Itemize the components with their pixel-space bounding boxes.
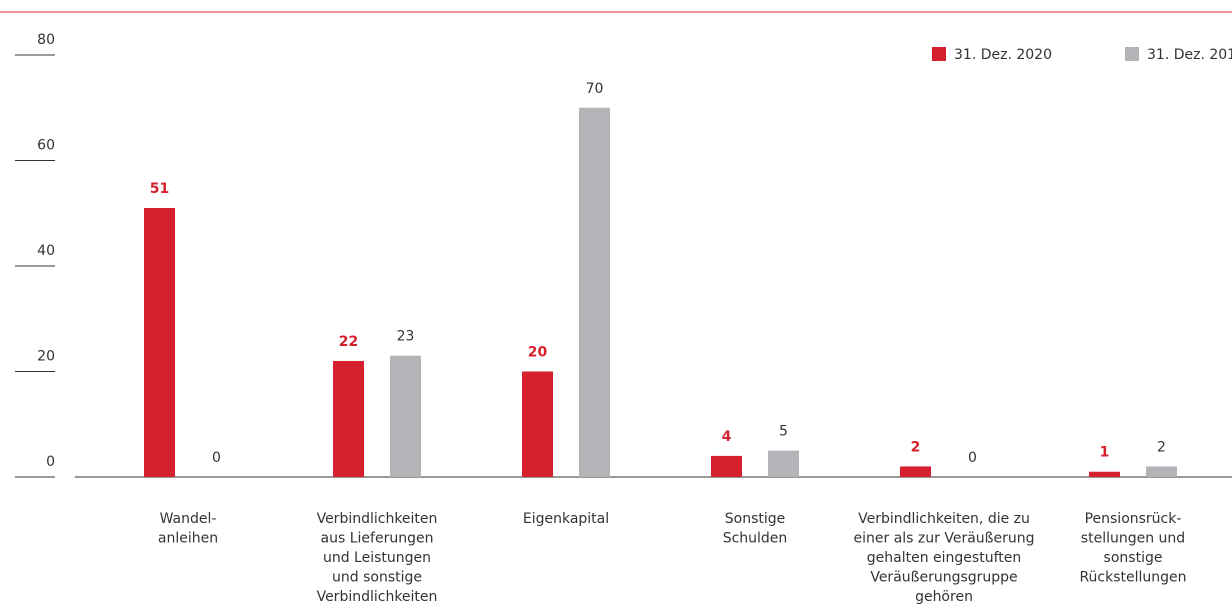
x-tick-label: Verbindlichkeiten, die zu — [858, 511, 1030, 527]
value-label: 22 — [339, 334, 358, 350]
x-tick-label: einer als zur Veräußerung — [854, 531, 1035, 547]
x-tick-label: Sonstige — [725, 511, 786, 527]
x-tick-label: Eigenkapital — [523, 511, 609, 527]
x-tick-label: Rückstellungen — [1079, 570, 1186, 586]
value-label: 0 — [968, 450, 977, 466]
value-label: 51 — [150, 181, 169, 197]
bar — [579, 107, 610, 477]
value-label: 4 — [722, 429, 732, 445]
legend-label: 31. Dez. 2019 — [1147, 47, 1232, 63]
value-label: 70 — [586, 81, 604, 97]
bar — [900, 466, 931, 477]
x-tick-label: gehören — [915, 589, 973, 605]
bar — [1146, 466, 1177, 477]
bar — [390, 355, 421, 477]
y-tick-label: 80 — [37, 32, 55, 48]
x-tick-label: gehalten eingestuften — [867, 550, 1021, 566]
value-label: 2 — [1157, 439, 1166, 455]
value-label: 1 — [1100, 445, 1110, 461]
value-label: 5 — [779, 424, 788, 440]
bar — [768, 450, 799, 477]
y-tick-label: 20 — [37, 349, 55, 365]
x-tick-label: Verbindlichkeiten — [317, 589, 438, 605]
legend-label: 31. Dez. 2020 — [954, 47, 1052, 63]
y-tick-label: 60 — [37, 138, 55, 154]
value-label: 0 — [212, 450, 221, 466]
x-tick-label: aus Lieferungen — [321, 531, 434, 547]
x-tick-label: Verbindlichkeiten — [317, 511, 438, 527]
bar — [1089, 471, 1120, 477]
x-tick-label: Veräußerungsgruppe — [870, 570, 1017, 586]
x-tick-label: Schulden — [723, 531, 788, 547]
bar — [711, 455, 742, 477]
legend-swatch — [1125, 47, 1139, 61]
bar — [333, 360, 364, 477]
x-tick-label: stellungen und — [1081, 531, 1185, 547]
value-label: 23 — [397, 329, 415, 345]
value-label: 20 — [528, 345, 548, 361]
x-tick-label: Pensionsrück- — [1085, 511, 1182, 527]
y-tick-label: 40 — [37, 243, 55, 259]
bar — [522, 371, 553, 477]
x-tick-label: und Leistungen — [323, 550, 431, 566]
value-label: 2 — [911, 439, 921, 455]
x-tick-label: und sonstige — [332, 570, 422, 586]
bar — [144, 207, 175, 477]
x-tick-label: sonstige — [1104, 550, 1163, 566]
y-tick-label: 0 — [46, 454, 55, 470]
x-tick-label: Wandel- — [160, 511, 217, 527]
x-tick-label: anleihen — [158, 531, 218, 547]
legend-swatch — [932, 47, 946, 61]
